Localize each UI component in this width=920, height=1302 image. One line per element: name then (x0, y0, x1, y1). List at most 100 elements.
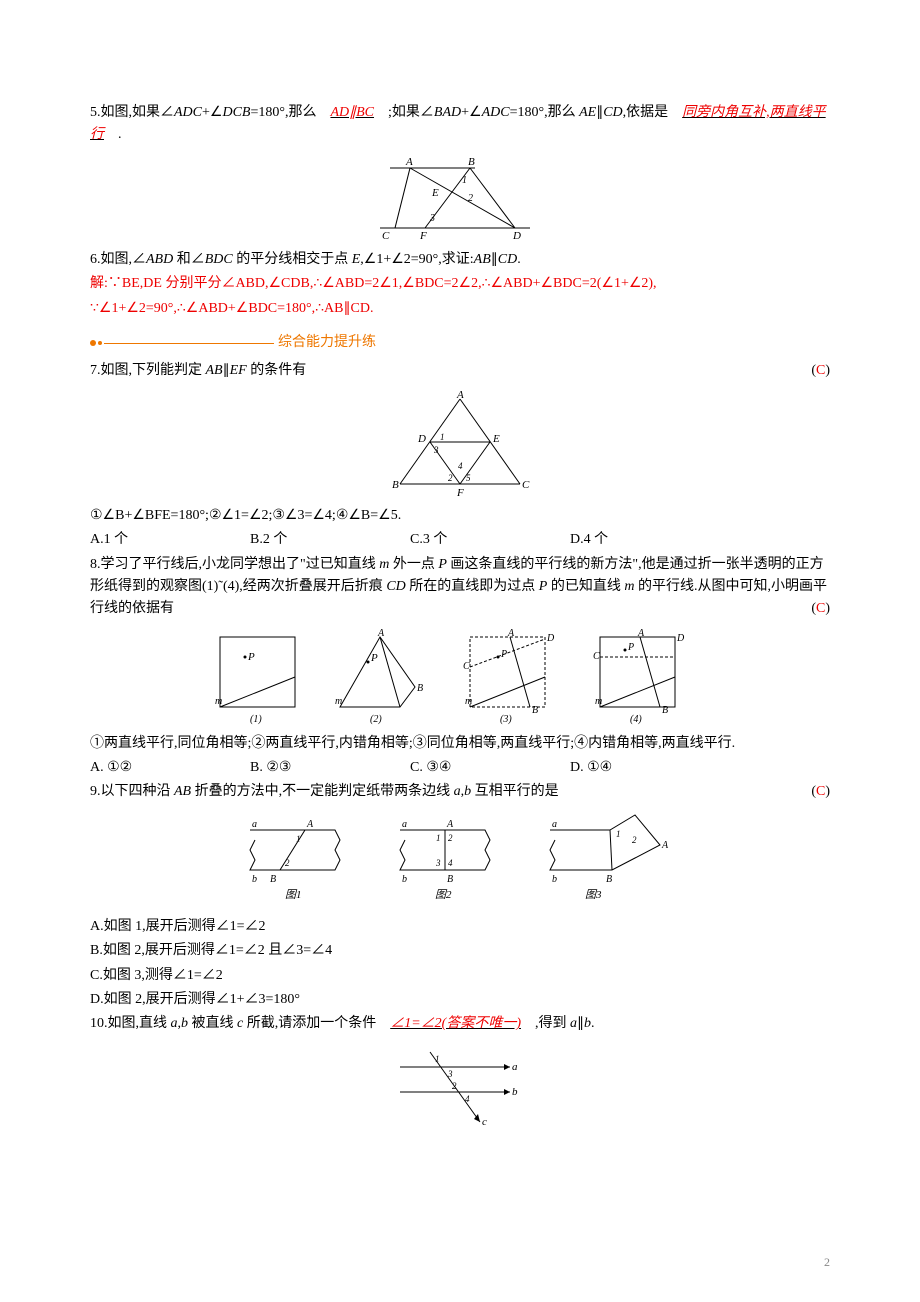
q7-options: A.1 个 B.2 个 C.3 个 D.4 个 (90, 529, 830, 551)
svg-text:图2: 图2 (435, 889, 452, 901)
svg-text:图1: 图1 (285, 889, 302, 901)
svg-text:C: C (463, 661, 470, 672)
svg-text:B: B (662, 705, 668, 716)
svg-text:A: A (306, 819, 314, 830)
q9-answer: C (816, 784, 825, 799)
svg-text:A: A (377, 628, 385, 639)
svg-text:3: 3 (429, 213, 435, 224)
svg-text:1: 1 (616, 829, 621, 839)
q8-desc: ①两直线平行,同位角相等;②两直线平行,内错角相等;③同位角相等,两直线平行;④… (90, 733, 830, 755)
svg-text:E: E (492, 433, 500, 445)
svg-text:2: 2 (448, 473, 453, 483)
svg-text:3: 3 (433, 445, 439, 455)
svg-text:2: 2 (448, 833, 453, 843)
svg-text:m: m (595, 696, 602, 707)
svg-text:F: F (419, 230, 427, 242)
q5-stem: 5.如图,如果∠ADC+∠DCB=180°,那么 AD∥BC ;如果∠BAD+∠… (90, 102, 830, 147)
svg-text:3: 3 (435, 858, 441, 868)
q7-stem: 7.如图,下列能判定 AB∥EF 的条件有 (C) (90, 360, 830, 382)
q9-optC: C.如图 3,测得∠1=∠2 (90, 965, 830, 987)
svg-text:(2): (2) (370, 714, 382, 725)
svg-text:m: m (465, 696, 472, 707)
q9-optD: D.如图 2,展开后测得∠1+∠3=180° (90, 989, 830, 1011)
svg-text:P: P (627, 642, 634, 653)
q5-figure: A B C D E F 1 2 3 (90, 153, 830, 243)
svg-text:b: b (402, 874, 407, 885)
q9-figure: a b A B 1 2 图1 a b A B 1 2 3 4 图2 a b A … (90, 810, 830, 910)
q10-stem: 10.如图,直线 a,b 被直线 c 所截,请添加一个条件 ∠1=∠2(答案不唯… (90, 1013, 830, 1035)
svg-text:D: D (546, 633, 555, 644)
page-number: 2 (824, 1253, 830, 1272)
svg-text:D: D (512, 230, 521, 242)
section-dot-icon (90, 340, 96, 346)
q9-stem: 9.以下四种沿 AB 折叠的方法中,不一定能判定纸带两条边线 a,b 互相平行的… (90, 781, 830, 803)
svg-text:2: 2 (452, 1081, 457, 1091)
svg-text:(1): (1) (250, 714, 262, 725)
svg-text:a: a (252, 819, 257, 830)
q6-solution-line1: 解:∵BE,DE 分别平分∠ABD,∠CDB,∴∠ABD=2∠1,∠BDC=2∠… (90, 273, 830, 295)
svg-text:B: B (417, 683, 423, 694)
q10-blank: ∠1=∠2(答案不唯一) (390, 1016, 521, 1031)
svg-text:B: B (447, 874, 453, 885)
svg-text:b: b (512, 1086, 518, 1098)
svg-text:P: P (247, 651, 255, 663)
q6-stem: 6.如图,∠ABD 和∠BDC 的平分线相交于点 E,∠1+∠2=90°,求证:… (90, 249, 830, 271)
svg-text:1: 1 (296, 834, 301, 844)
svg-text:5: 5 (466, 473, 471, 483)
svg-text:B: B (468, 156, 475, 168)
svg-text:a: a (402, 819, 407, 830)
q7-conditions: ①∠B+∠BFE=180°;②∠1=∠2;③∠3=∠4;④∠B=∠5. (90, 505, 830, 527)
q8-figure: P m (1) P A B m (2) C D A B P m (3) C D … (90, 627, 830, 727)
svg-text:E: E (431, 187, 439, 199)
svg-text:2: 2 (285, 858, 290, 868)
svg-text:b: b (252, 874, 257, 885)
q7-answer: C (816, 363, 825, 378)
svg-text:(4): (4) (630, 714, 642, 725)
svg-text:A: A (637, 628, 645, 639)
svg-text:4: 4 (458, 461, 463, 471)
section-dot-icon (98, 341, 102, 345)
svg-text:4: 4 (448, 858, 453, 868)
svg-text:A: A (507, 628, 515, 639)
svg-text:2: 2 (468, 193, 473, 204)
svg-text:B: B (532, 705, 538, 716)
svg-text:m: m (335, 696, 342, 707)
svg-text:P: P (500, 649, 507, 660)
svg-text:m: m (215, 696, 222, 707)
svg-text:3: 3 (447, 1069, 453, 1079)
q8-stem: 8.学习了平行线后,小龙同学想出了"过已知直线 m 外一点 P 画这条直线的平行… (90, 554, 830, 621)
q9-optB: B.如图 2,展开后测得∠1=∠2 且∠3=∠4 (90, 940, 830, 962)
q5-blank1: AD∥BC (330, 105, 374, 120)
svg-text:A: A (405, 156, 413, 168)
svg-text:1: 1 (440, 432, 445, 442)
svg-text:a: a (512, 1061, 518, 1073)
q6-solution-line2: ∵∠1+∠2=90°,∴∠ABD+∠BDC=180°,∴AB∥CD. (90, 298, 830, 320)
svg-text:F: F (456, 487, 464, 499)
section-line (104, 343, 274, 344)
svg-text:A: A (661, 840, 669, 851)
svg-text:B: B (270, 874, 276, 885)
svg-text:D: D (417, 433, 426, 445)
section-header: 综合能力提升练 (90, 332, 830, 354)
svg-text:1: 1 (462, 175, 467, 186)
svg-text:4: 4 (465, 1094, 470, 1104)
q10-figure: a b c 1 3 2 4 (90, 1042, 830, 1132)
svg-text:1: 1 (435, 1054, 440, 1064)
svg-text:C: C (593, 651, 600, 662)
svg-text:2: 2 (632, 835, 637, 845)
svg-text:B: B (606, 874, 612, 885)
svg-text:(3): (3) (500, 714, 512, 725)
svg-text:c: c (482, 1116, 487, 1128)
svg-text:P: P (370, 652, 378, 664)
svg-text:1: 1 (436, 833, 441, 843)
svg-text:图3: 图3 (585, 889, 602, 901)
q8-options: A. ①② B. ②③ C. ③④ D. ①④ (90, 757, 830, 779)
svg-text:A: A (456, 389, 464, 401)
q7-figure: A B C D E F 3 1 2 4 5 (90, 389, 830, 499)
svg-text:C: C (522, 479, 530, 491)
q9-optA: A.如图 1,展开后测得∠1=∠2 (90, 916, 830, 938)
svg-text:b: b (552, 874, 557, 885)
svg-text:C: C (382, 230, 390, 242)
svg-text:a: a (552, 819, 557, 830)
q8-answer: C (816, 601, 825, 616)
